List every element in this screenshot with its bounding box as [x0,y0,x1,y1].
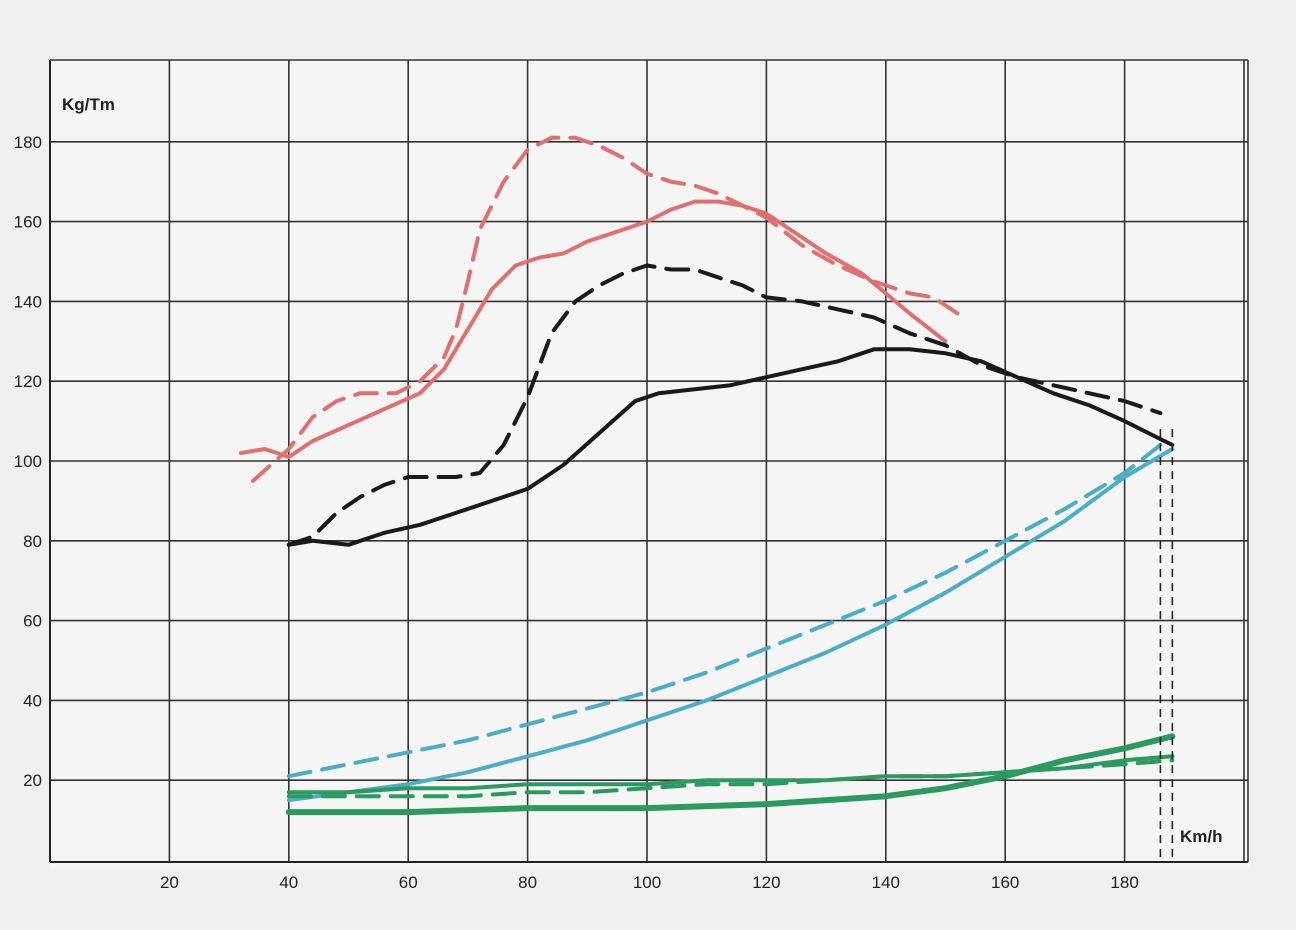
y-tick-100: 100 [14,452,42,471]
y-tick-140: 140 [14,292,42,311]
x-tick-labels: 20 40 60 80 100 120 140 160 180 [160,873,1139,892]
series-line-5 [286,447,1175,803]
series-layer [239,135,1176,816]
series-line-4 [286,263,1163,547]
series-line-2 [251,135,960,483]
y-tick-20: 20 [23,771,42,790]
x-tick-20: 20 [160,873,179,892]
series-line-1 [239,199,948,459]
series-line-7 [285,733,1176,816]
x-tick-40: 40 [279,873,298,892]
x-tick-120: 120 [752,873,780,892]
x-tick-60: 60 [399,873,418,892]
x-tick-80: 80 [518,873,537,892]
y-tick-60: 60 [23,612,42,631]
grid [49,59,1249,863]
y-tick-labels: 20 40 60 80 100 120 140 160 180 [14,133,42,790]
x-tick-100: 100 [633,873,661,892]
y-axis-label: Kg/Tm [62,95,115,114]
series-line-6 [286,443,1163,779]
x-tick-160: 160 [991,873,1019,892]
y-tick-40: 40 [23,691,42,710]
x-tick-180: 180 [1110,873,1138,892]
x-axis-label: Km/h [1180,827,1223,846]
series-line-9 [286,758,1175,799]
y-tick-180: 180 [14,133,42,152]
y-tick-160: 160 [14,213,42,232]
max-speed-marks [1159,429,1174,862]
plot-paper [50,58,1250,868]
y-tick-80: 80 [23,532,42,551]
y-tick-120: 120 [14,372,42,391]
x-tick-140: 140 [872,873,900,892]
series-line-3 [286,347,1175,547]
